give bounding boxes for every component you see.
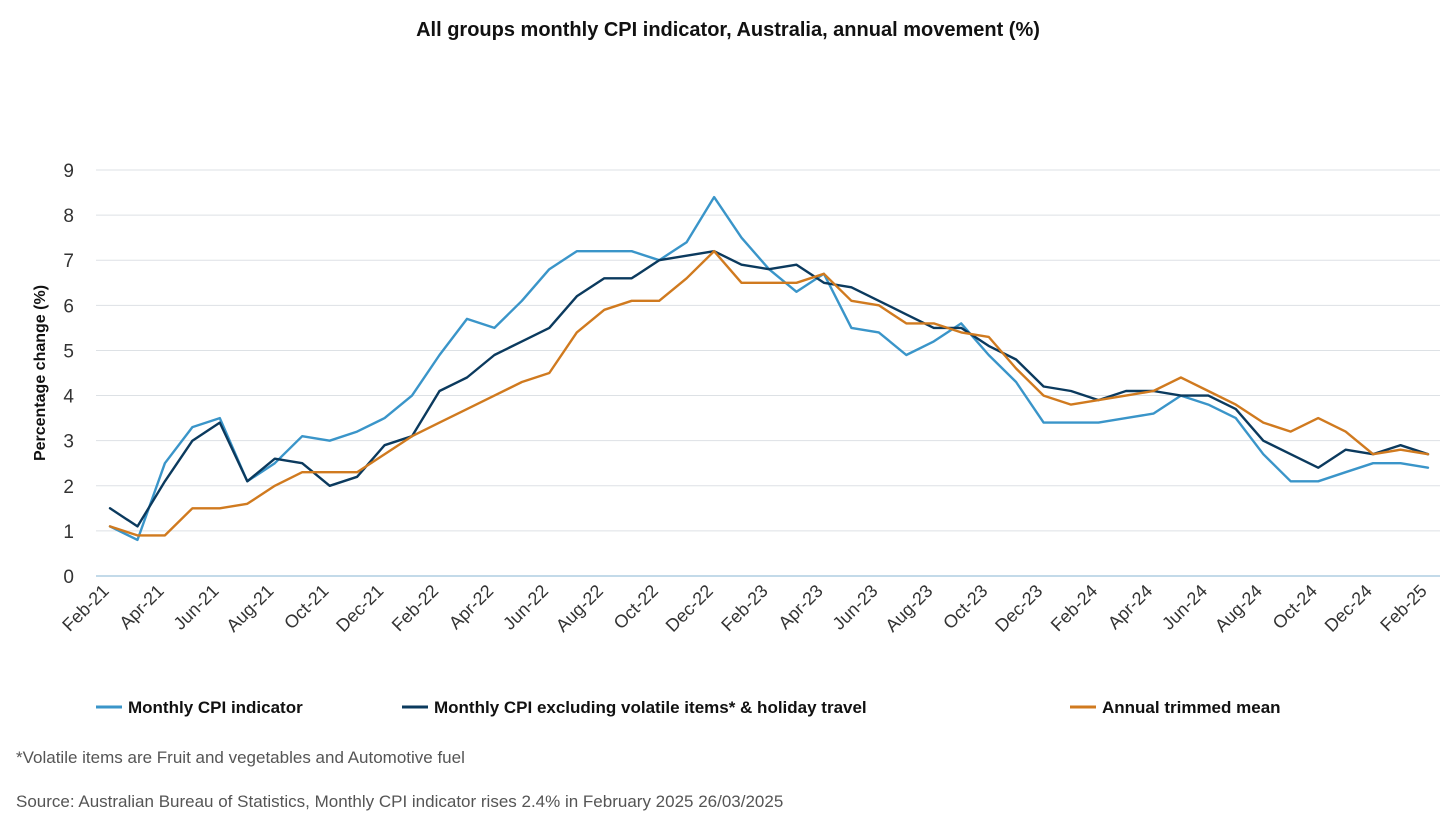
y-tick-labels: 0 1 2 3 4 5 6 7 8 9 bbox=[63, 161, 74, 588]
x-tick-label: Apr-24 bbox=[1104, 581, 1156, 633]
x-tick-label: Apr-21 bbox=[115, 581, 167, 633]
y-tick-label: 4 bbox=[63, 387, 74, 408]
gridlines bbox=[96, 169, 1440, 577]
x-tick-label: Aug-21 bbox=[222, 581, 277, 636]
y-tick-label: 3 bbox=[63, 432, 74, 453]
x-tick-labels: Feb-21 Apr-21 Jun-21 Aug-21 Oct-21 Dec-21 Feb-… bbox=[58, 581, 1430, 636]
x-tick-label: Oct-23 bbox=[939, 581, 991, 633]
x-tick-label: Dec-23 bbox=[991, 581, 1046, 636]
y-tick-label: 7 bbox=[63, 251, 74, 272]
x-tick-label: Dec-24 bbox=[1321, 581, 1376, 636]
chart-title: All groups monthly CPI indicator, Austra… bbox=[416, 19, 1040, 41]
x-tick-label: Jun-22 bbox=[499, 581, 552, 634]
x-tick-label: Feb-23 bbox=[717, 581, 771, 635]
x-tick-label: Dec-21 bbox=[332, 581, 387, 636]
x-tick-label: Feb-25 bbox=[1376, 581, 1430, 635]
x-tick-label: Jun-23 bbox=[829, 581, 882, 634]
y-axis-label: Percentage change (%) bbox=[32, 285, 49, 461]
x-tick-label: Jun-21 bbox=[170, 581, 223, 634]
series-lines bbox=[108, 195, 1430, 542]
y-tick-label: 8 bbox=[63, 206, 74, 227]
y-tick-label: 9 bbox=[63, 161, 74, 182]
x-tick-label: Feb-22 bbox=[388, 581, 442, 635]
y-tick-label: 0 bbox=[63, 567, 74, 588]
y-tick-label: 5 bbox=[63, 341, 74, 362]
x-tick-label: Feb-24 bbox=[1047, 581, 1101, 635]
series-line-1 bbox=[108, 195, 1430, 542]
x-tick-label: Apr-23 bbox=[774, 581, 826, 633]
legend-label: Annual trimmed mean bbox=[1102, 698, 1281, 717]
source-note: Source: Australian Bureau of Statistics,… bbox=[16, 792, 784, 811]
series-line-2 bbox=[108, 249, 1430, 528]
y-tick-label: 6 bbox=[63, 296, 74, 317]
x-tick-label: Oct-24 bbox=[1269, 581, 1321, 633]
x-tick-label: Oct-22 bbox=[610, 581, 662, 633]
x-tick-label: Aug-23 bbox=[881, 581, 936, 636]
x-tick-label: Aug-22 bbox=[552, 581, 607, 636]
x-tick-label: Feb-21 bbox=[58, 581, 112, 635]
legend-label: Monthly CPI excluding volatile items* & … bbox=[434, 698, 867, 717]
y-tick-label: 1 bbox=[63, 522, 74, 543]
legend: Monthly CPI indicator Monthly CPI excludi… bbox=[96, 698, 1281, 717]
series-line-3 bbox=[108, 249, 1430, 537]
footnote: *Volatile items are Fruit and vegetables… bbox=[16, 748, 465, 767]
legend-label: Monthly CPI indicator bbox=[128, 698, 303, 717]
x-tick-label: Apr-22 bbox=[445, 581, 497, 633]
x-tick-label: Aug-24 bbox=[1211, 581, 1266, 636]
x-tick-label: Jun-24 bbox=[1158, 581, 1211, 634]
y-tick-label: 2 bbox=[63, 477, 74, 498]
x-tick-label: Dec-22 bbox=[662, 581, 717, 636]
x-tick-label: Oct-21 bbox=[280, 581, 332, 633]
